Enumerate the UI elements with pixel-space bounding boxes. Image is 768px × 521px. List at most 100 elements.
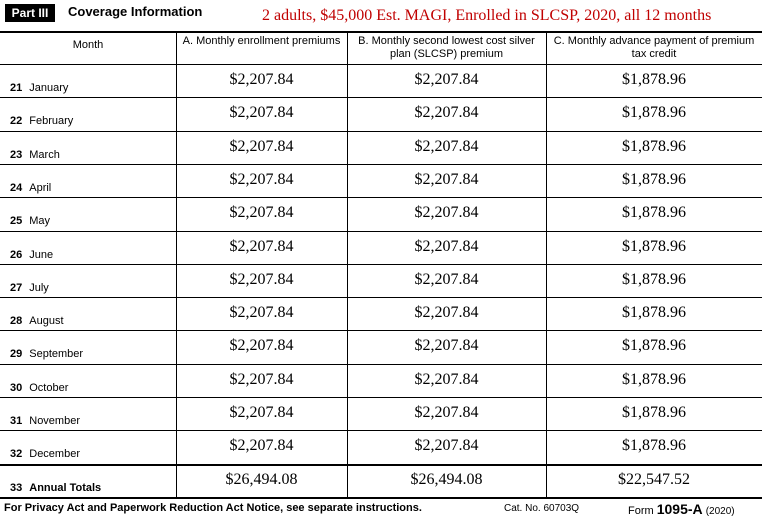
amount: $1,878.96 [622,304,686,321]
amount: $2,207.84 [414,337,479,354]
line-number: 30 [10,382,23,394]
row-label: 29 September [10,348,83,360]
amount: $1,878.96 [622,271,686,288]
amount: $2,207.84 [414,437,479,454]
row-label: 25 May [10,215,50,227]
rule [0,97,762,98]
rule [0,197,762,198]
amount: $1,878.96 [622,204,686,221]
amount: $1,878.96 [622,337,686,354]
column-header: A. Monthly enrollment premiums [182,35,341,47]
line-number: 27 [10,282,23,294]
amount: $2,207.84 [229,304,294,321]
part-label: Part III [5,4,55,22]
amount: $2,207.84 [414,271,479,288]
amount: $2,207.84 [414,171,479,188]
month-label: November [29,415,80,427]
form-year: (2020) [705,506,735,517]
line-number: 32 [10,448,23,460]
amount: $1,878.96 [622,138,686,155]
line-number: 31 [10,415,23,427]
amount: $2,207.84 [229,337,294,354]
rule [0,131,762,132]
rule [0,430,762,431]
rule [0,64,762,65]
column-header: C. Monthly advance payment of premium ta… [553,35,755,60]
rule [0,464,762,466]
amount: $2,207.84 [414,138,479,155]
form-word: Form [628,505,654,517]
amount: $2,207.84 [229,138,294,155]
amount: $2,207.84 [414,371,479,388]
month-label: December [29,448,80,460]
amount: $26,494.08 [410,471,483,488]
line-number: 22 [10,115,23,127]
row-label: 23 March [10,149,60,161]
rule [0,497,762,499]
form-number: 1095-A [656,501,703,517]
month-label: June [29,249,54,261]
amount: $2,207.84 [414,404,479,421]
amount: $1,878.96 [622,238,686,255]
line-number: 33 [10,482,23,494]
row-label: 26 June [10,249,53,261]
rule [0,264,762,265]
amount: $1,878.96 [622,104,686,121]
row-label: 28 August [10,315,64,327]
section-title: Coverage Information [68,4,203,19]
line-number: 21 [10,82,23,94]
month-label: October [29,382,69,394]
month-label: July [29,282,49,294]
amount: $2,207.84 [229,404,294,421]
month-label: August [29,315,64,327]
annotation: 2 adults, $45,000 Est. MAGI, Enrolled in… [262,7,712,24]
month-label: Annual Totals [29,482,102,494]
amount: $1,878.96 [622,437,686,454]
form-id: Form 1095-A (2020) [628,501,735,517]
month-label: March [29,149,60,161]
month-label: May [29,215,51,227]
month-label: April [29,182,52,194]
row-label: 31 November [10,415,80,427]
line-number: 24 [10,182,23,194]
rule [0,297,762,298]
row-label: 22 February [10,115,73,127]
amount: $2,207.84 [229,171,294,188]
rule [0,330,762,331]
row-label: 24 April [10,182,51,194]
line-number: 23 [10,149,23,161]
rule [0,164,762,165]
row-label: 21 January [10,82,68,94]
month-label: September [29,348,84,360]
line-number: 28 [10,315,23,327]
rule [347,33,348,497]
rule [0,364,762,365]
amount: $1,878.96 [622,404,686,421]
amount: $1,878.96 [622,171,686,188]
amount: $2,207.84 [414,304,479,321]
amount: $1,878.96 [622,371,686,388]
amount: $22,547.52 [618,471,690,488]
rule [546,33,547,497]
amount: $2,207.84 [414,238,479,255]
amount: $2,207.84 [229,271,294,288]
rule [0,31,762,33]
column-header: B. Monthly second lowest cost silver pla… [358,35,535,60]
amount: $2,207.84 [414,104,479,121]
amount: $2,207.84 [414,71,479,88]
amount: $2,207.84 [229,238,294,255]
line-number: 25 [10,215,23,227]
amount: $2,207.84 [229,71,294,88]
row-label: 30 October [10,382,68,394]
amount: $2,207.84 [229,437,294,454]
row-label: 32 December [10,448,80,460]
rule [176,33,177,497]
amount: $1,878.96 [622,71,686,88]
rule [0,231,762,232]
amount: $2,207.84 [414,204,479,221]
month-label: February [29,115,74,127]
amount: $2,207.84 [229,104,294,121]
catalog-number: Cat. No. 60703Q [504,503,580,514]
column-header: Month [72,39,104,51]
